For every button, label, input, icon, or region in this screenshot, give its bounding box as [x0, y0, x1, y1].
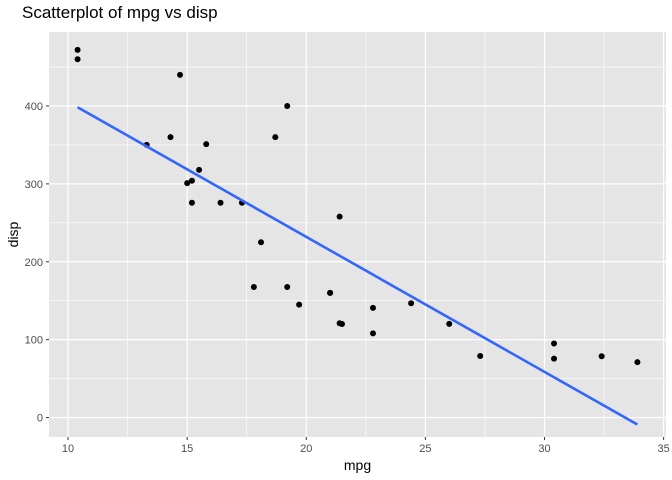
data-point	[250, 283, 257, 290]
data-point	[598, 353, 605, 360]
y-axis-title: disp	[5, 221, 21, 247]
data-point	[196, 166, 203, 173]
data-points	[74, 46, 641, 366]
data-point	[217, 199, 224, 206]
data-point	[336, 213, 343, 220]
data-point	[74, 56, 81, 63]
data-point	[551, 340, 558, 347]
data-point	[369, 304, 376, 311]
data-point	[327, 289, 334, 296]
y-tick-label: 0	[37, 413, 43, 425]
data-point	[74, 46, 81, 53]
data-point	[184, 180, 191, 187]
data-point	[284, 102, 291, 109]
x-tick-label: 35	[657, 443, 669, 455]
data-point	[177, 71, 184, 78]
y-tick-label: 200	[25, 257, 43, 269]
plot-panel	[49, 32, 666, 437]
y-tick-label: 300	[25, 179, 43, 191]
data-point	[477, 353, 484, 359]
x-axis-tick-labels: 10 15 20 25 30 35	[62, 443, 670, 455]
data-point	[408, 300, 415, 307]
y-axis-tick-labels: 0 100 200 300 400	[25, 101, 43, 425]
data-point	[296, 301, 303, 308]
minor-gridlines	[49, 32, 666, 437]
regression-line	[76, 106, 639, 426]
data-point	[167, 134, 174, 141]
x-tick-label: 15	[181, 443, 193, 455]
data-point	[369, 330, 376, 337]
major-gridlines	[49, 32, 666, 437]
axis-ticks	[46, 105, 665, 440]
data-point	[272, 134, 279, 141]
y-tick-label: 400	[25, 101, 43, 113]
x-axis-title: mpg	[344, 457, 371, 473]
data-point	[203, 141, 210, 148]
data-point	[551, 355, 558, 362]
x-tick-label: 20	[300, 443, 312, 455]
data-point	[446, 320, 453, 327]
regression-line-layer	[76, 106, 639, 426]
chart-title: Scatterplot of mpg vs disp	[22, 3, 218, 22]
data-point	[258, 239, 265, 246]
data-point	[188, 199, 195, 206]
y-tick-label: 100	[25, 335, 43, 347]
x-tick-label: 25	[419, 443, 431, 455]
data-point	[336, 320, 343, 327]
data-point	[188, 177, 195, 184]
data-point	[284, 283, 291, 290]
x-tick-label: 10	[62, 443, 74, 455]
x-tick-label: 30	[538, 443, 550, 455]
data-point	[634, 359, 641, 366]
